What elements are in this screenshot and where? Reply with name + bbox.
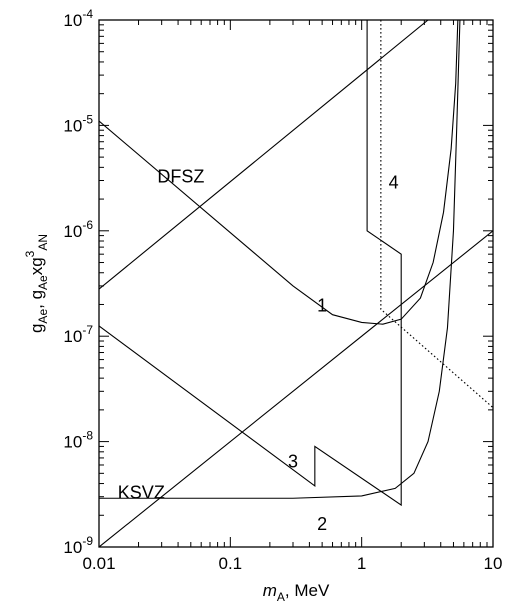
region-label-4: 4 (389, 172, 399, 192)
y-tick-label: 10-9 (63, 534, 93, 557)
model-label-ksvz: KSVZ (118, 483, 165, 503)
y-tick-label: 10-6 (63, 218, 93, 241)
x-tick-label: 1 (357, 554, 366, 573)
x-tick-label: 0.1 (219, 554, 243, 573)
y-tick-label: 10-7 (63, 323, 93, 346)
series-line-1 (99, 20, 429, 290)
tick-layer: 0.01 0.1 1 10 10-9 10-8 10-7 10-6 10-5 10-4 (63, 7, 502, 573)
y-tick-label: 10-5 (63, 112, 93, 135)
region-label-1: 1 (317, 296, 327, 316)
series-layer (99, 20, 493, 547)
region-label-3: 3 (288, 451, 298, 471)
series-line-4 (99, 20, 402, 507)
series-line-6 (380, 20, 493, 409)
y-axis-title: gAe, gAexg3AN (23, 234, 50, 333)
annotation-layer: DFSZ KSVZ 1 2 3 4 (118, 166, 399, 534)
x-axis-title: mA, MeV (263, 581, 330, 604)
series-line-3 (99, 20, 459, 325)
x-tick-label: 0.01 (82, 554, 115, 573)
model-label-dfsz: DFSZ (157, 166, 204, 186)
y-tick-label: 10-4 (63, 7, 93, 30)
plot-frame (98, 19, 494, 548)
series-line-5 (99, 20, 461, 499)
y-tick-label: 10-8 (63, 429, 93, 452)
series-line-2 (99, 230, 493, 547)
x-tick-label: 10 (484, 554, 503, 573)
region-label-2: 2 (317, 514, 327, 534)
